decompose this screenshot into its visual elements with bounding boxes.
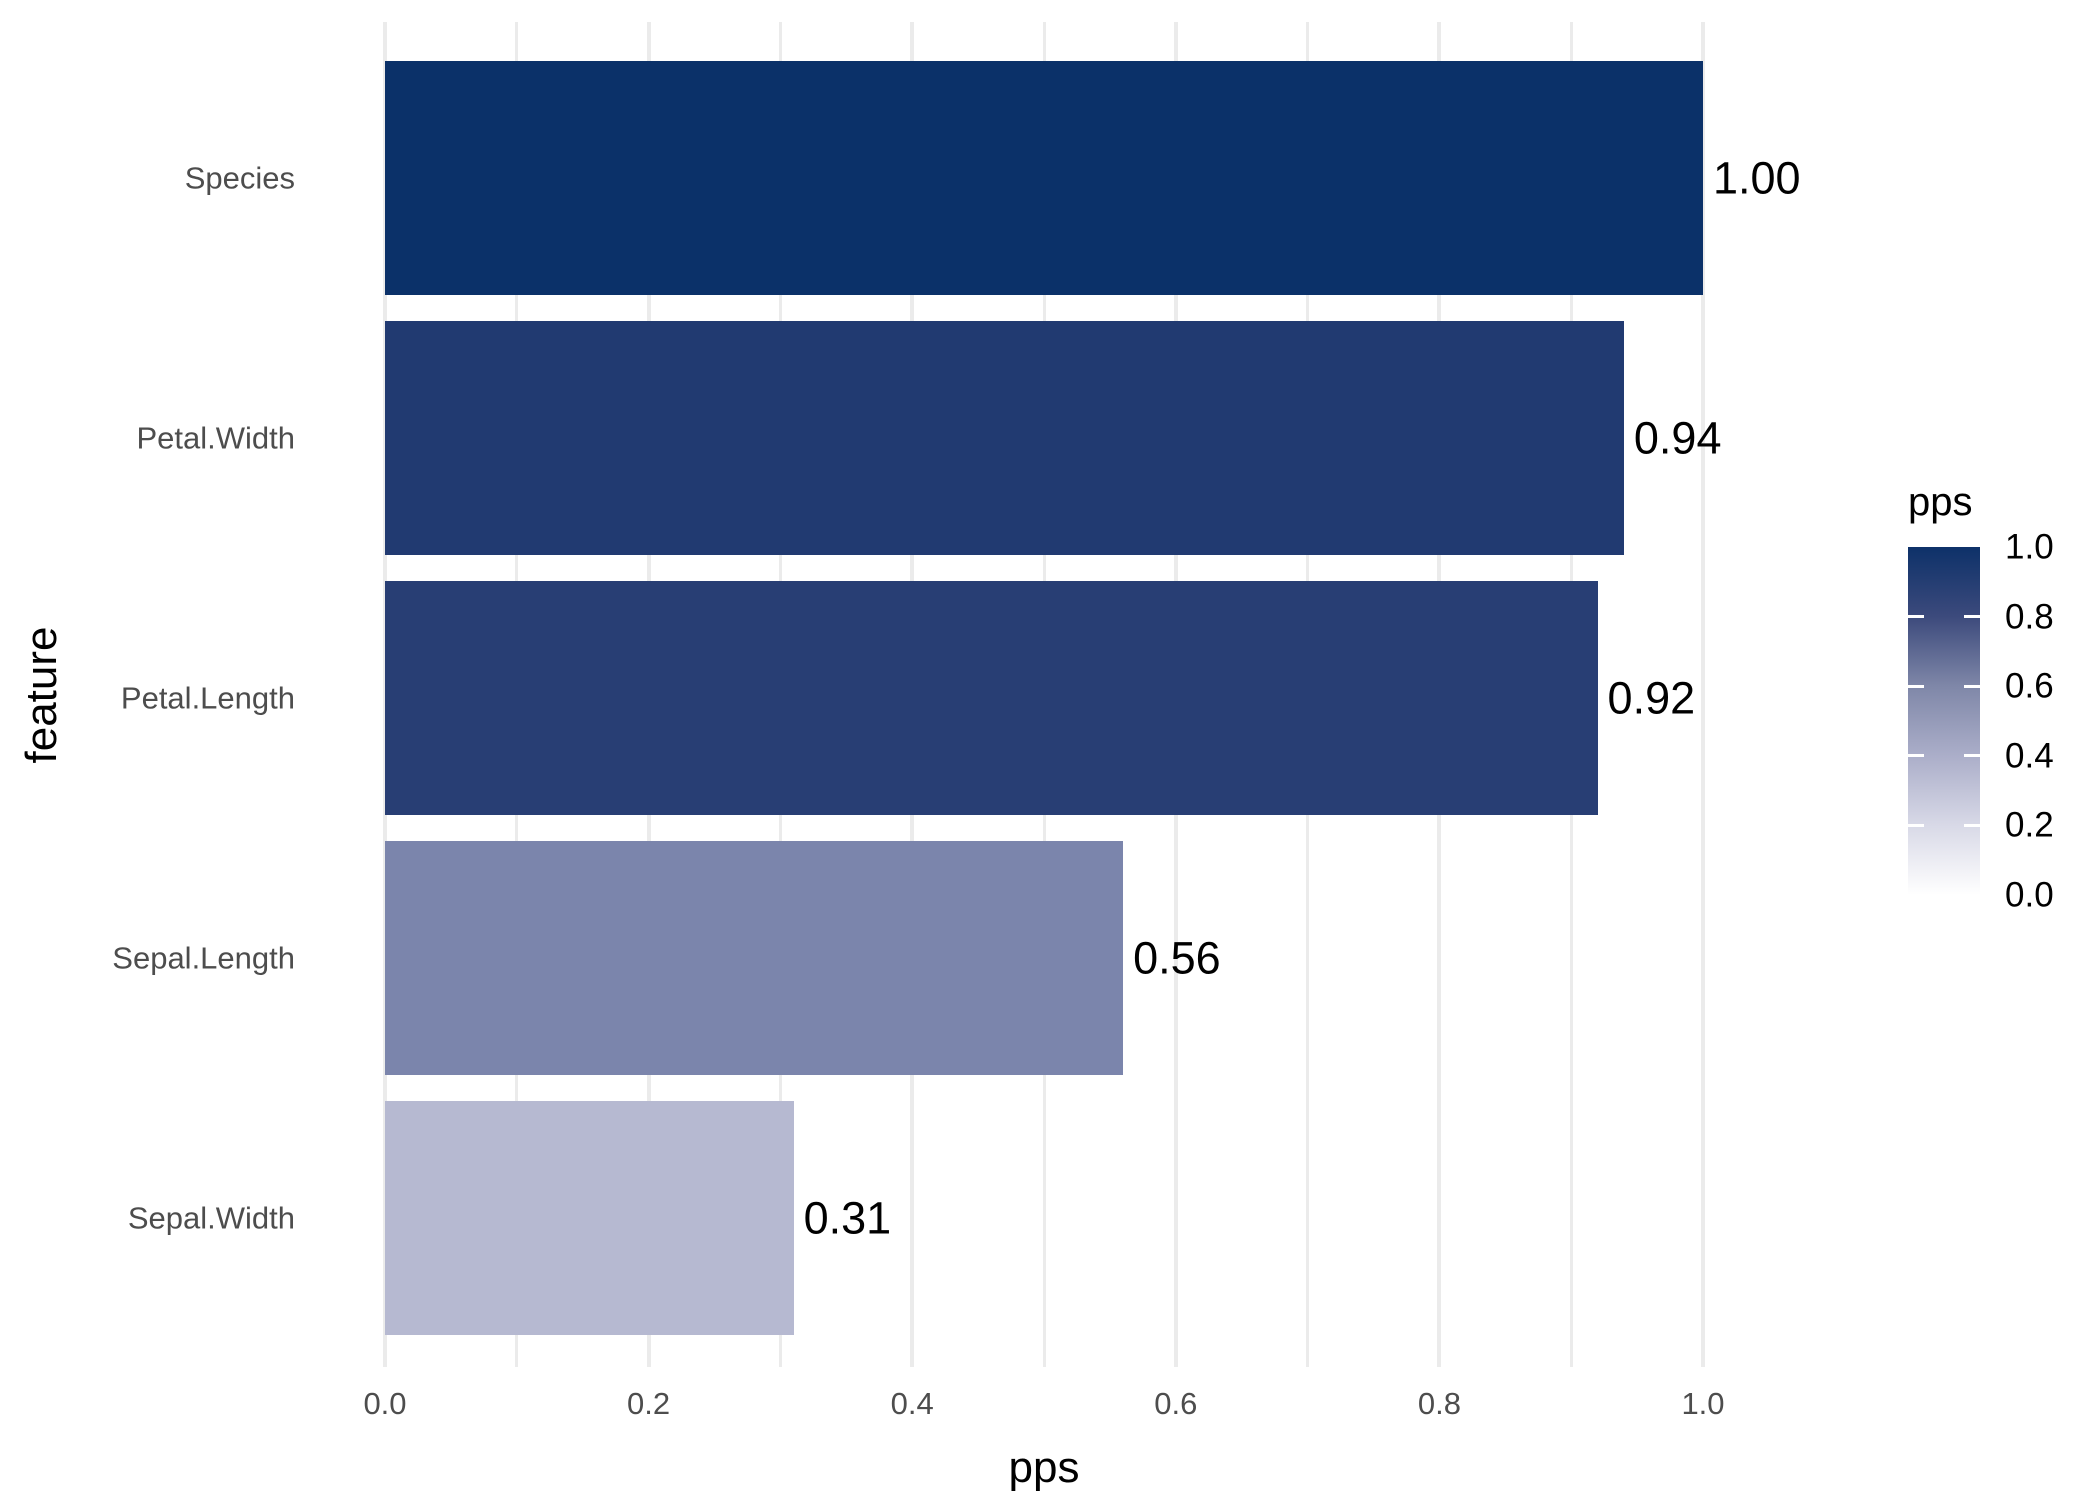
legend-title: pps	[1908, 480, 1973, 524]
legend-tick-label-0.6: 0.6	[2005, 666, 2054, 706]
bar-petal-length	[385, 581, 1598, 815]
y-axis-title: feature	[17, 626, 66, 764]
y-tick-label-species: Species	[184, 160, 295, 196]
x-tick-label-0.6: 0.6	[1154, 1386, 1198, 1421]
value-label-sepal-length: 0.56	[1133, 932, 1221, 984]
legend-tick-label-1.0: 1.0	[2005, 527, 2054, 567]
legend-tick-label-0.0: 0.0	[2005, 875, 2054, 915]
value-label-sepal-width: 0.31	[803, 1192, 892, 1244]
y-tick-label-petal-length: Petal.Length	[120, 680, 295, 716]
value-label-petal-length: 0.92	[1607, 672, 1696, 724]
legend-colorbar	[1908, 547, 1980, 895]
legend-tick-mark-0.2	[1908, 823, 1924, 827]
legend-tick-label-0.4: 0.4	[2005, 736, 2054, 776]
x-tick-label-1.0: 1.0	[1681, 1386, 1725, 1421]
y-tick-label-sepal-width: Sepal.Width	[127, 1200, 295, 1236]
legend-tick-mark-0.8	[1964, 615, 1980, 619]
bar-petal-width	[385, 321, 1624, 555]
bar-sepal-length	[385, 841, 1124, 1075]
x-tick-label-0.0: 0.0	[363, 1386, 407, 1421]
legend-tick-mark-0.6	[1908, 684, 1924, 688]
legend-tick-label-0.2: 0.2	[2005, 805, 2054, 845]
legend-tick-mark-0.4	[1964, 754, 1980, 758]
y-tick-label-petal-width: Petal.Width	[136, 420, 295, 456]
bar-sepal-width	[385, 1101, 794, 1335]
legend-tick-mark-0.2	[1964, 823, 1980, 827]
x-tick-label-0.8: 0.8	[1417, 1386, 1461, 1421]
major-gridline-x-1.0	[1701, 22, 1705, 1367]
legend-tick-mark-0.6	[1964, 684, 1980, 688]
y-tick-label-sepal-length: Sepal.Length	[112, 940, 295, 976]
value-label-species: 1.00	[1713, 152, 1801, 204]
bar-species	[385, 61, 1703, 295]
x-tick-label-0.4: 0.4	[890, 1386, 934, 1421]
plot-panel	[319, 22, 1769, 1367]
x-axis-title: pps	[1008, 1443, 1080, 1492]
value-label-petal-width: 0.94	[1633, 412, 1722, 464]
x-tick-label-0.2: 0.2	[627, 1386, 671, 1421]
legend-tick-label-0.8: 0.8	[2005, 597, 2054, 637]
legend-tick-mark-0.8	[1908, 615, 1924, 619]
legend-tick-mark-0.4	[1908, 754, 1924, 758]
